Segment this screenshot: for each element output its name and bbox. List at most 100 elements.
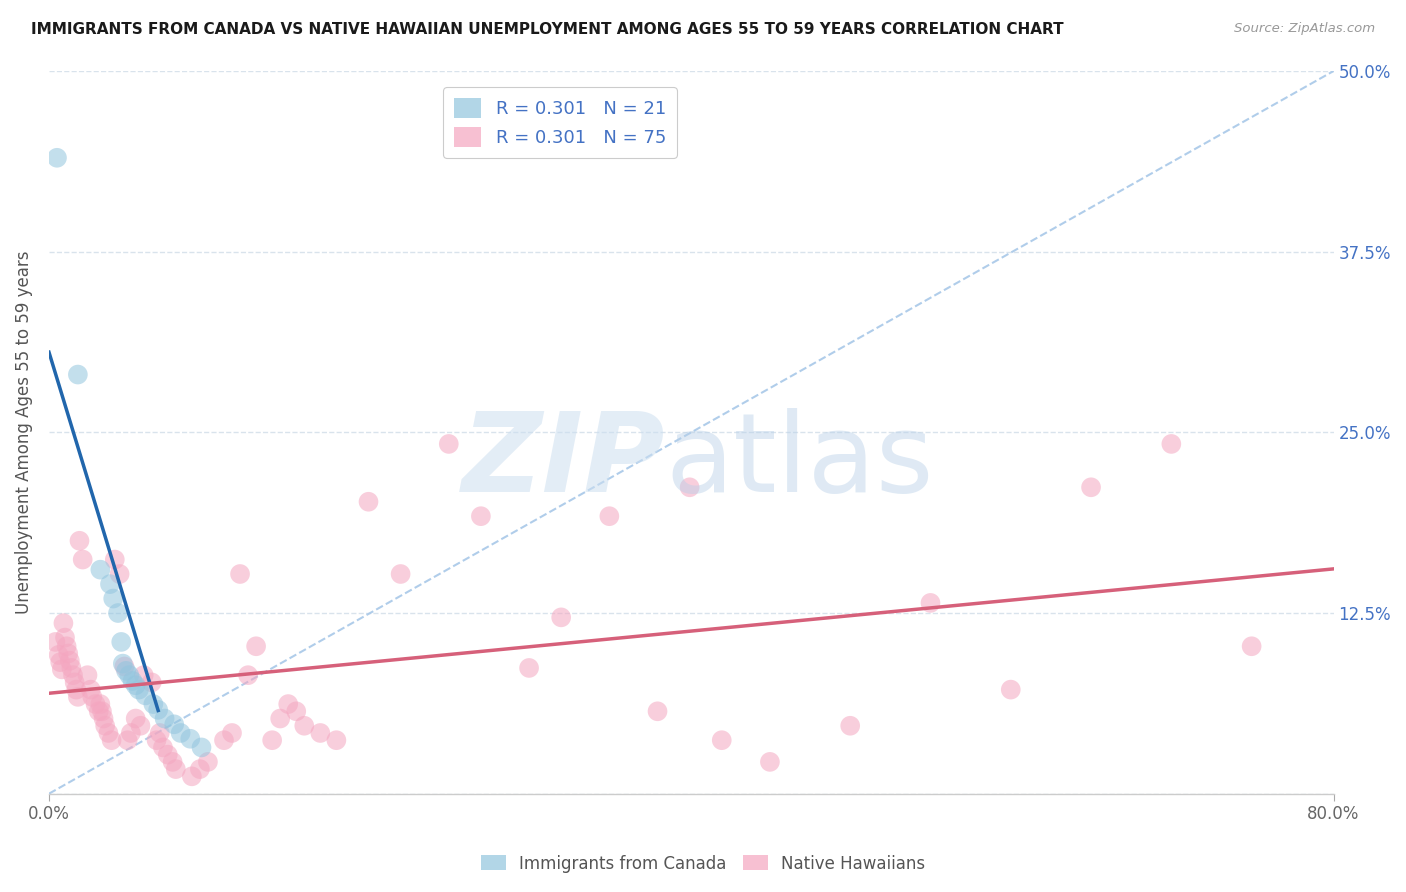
Point xyxy=(197,755,219,769)
Point xyxy=(58,647,80,661)
Point xyxy=(110,635,132,649)
Point xyxy=(103,591,125,606)
Point xyxy=(179,731,201,746)
Point xyxy=(759,755,782,769)
Point xyxy=(49,655,72,669)
Point xyxy=(647,704,669,718)
Point xyxy=(76,668,98,682)
Point xyxy=(118,668,141,682)
Point xyxy=(1240,640,1263,654)
Point xyxy=(108,566,131,581)
Point xyxy=(262,733,284,747)
Point xyxy=(145,733,167,747)
Point xyxy=(598,509,620,524)
Point xyxy=(710,733,733,747)
Point xyxy=(169,726,191,740)
Point xyxy=(1160,437,1182,451)
Point xyxy=(146,703,169,717)
Point xyxy=(470,509,492,524)
Point xyxy=(1080,480,1102,494)
Point xyxy=(129,719,152,733)
Point xyxy=(104,552,127,566)
Point xyxy=(93,712,115,726)
Point xyxy=(292,719,315,733)
Point xyxy=(60,661,83,675)
Point xyxy=(1000,682,1022,697)
Point xyxy=(82,690,104,704)
Point xyxy=(162,755,184,769)
Point xyxy=(212,733,235,747)
Point xyxy=(46,151,69,165)
Point xyxy=(190,740,212,755)
Point xyxy=(53,631,76,645)
Point xyxy=(165,762,187,776)
Point xyxy=(55,640,77,654)
Point xyxy=(63,675,86,690)
Point xyxy=(221,726,243,740)
Point xyxy=(163,717,186,731)
Point xyxy=(44,635,66,649)
Point xyxy=(389,566,412,581)
Point xyxy=(89,563,111,577)
Point xyxy=(285,704,308,718)
Text: ZIP: ZIP xyxy=(463,408,665,515)
Point xyxy=(152,740,174,755)
Point xyxy=(357,494,380,508)
Point xyxy=(84,697,107,711)
Point xyxy=(52,616,75,631)
Point xyxy=(80,682,103,697)
Point xyxy=(550,610,572,624)
Point xyxy=(128,682,150,697)
Point xyxy=(121,673,143,688)
Point xyxy=(142,697,165,711)
Legend: R = 0.301   N = 21, R = 0.301   N = 75: R = 0.301 N = 21, R = 0.301 N = 75 xyxy=(443,87,676,158)
Point xyxy=(89,697,111,711)
Point xyxy=(920,596,942,610)
Point xyxy=(91,704,114,718)
Point xyxy=(51,662,73,676)
Point xyxy=(132,668,155,682)
Point xyxy=(188,762,211,776)
Text: IMMIGRANTS FROM CANADA VS NATIVE HAWAIIAN UNEMPLOYMENT AMONG AGES 55 TO 59 YEARS: IMMIGRANTS FROM CANADA VS NATIVE HAWAIIA… xyxy=(31,22,1063,37)
Point xyxy=(277,697,299,711)
Point xyxy=(245,640,267,654)
Point xyxy=(229,566,252,581)
Point xyxy=(141,675,163,690)
Point xyxy=(236,668,259,682)
Point xyxy=(97,726,120,740)
Legend: Immigrants from Canada, Native Hawaiians: Immigrants from Canada, Native Hawaiians xyxy=(474,848,932,880)
Point xyxy=(111,657,134,671)
Point xyxy=(839,719,862,733)
Point xyxy=(153,712,176,726)
Point xyxy=(117,733,139,747)
Point xyxy=(325,733,347,747)
Point xyxy=(114,659,136,673)
Point xyxy=(48,648,70,662)
Point xyxy=(149,726,172,740)
Point xyxy=(309,726,332,740)
Point xyxy=(115,664,138,678)
Point xyxy=(66,690,89,704)
Point xyxy=(69,533,91,548)
Point xyxy=(87,704,110,718)
Point xyxy=(94,719,117,733)
Text: atlas: atlas xyxy=(665,408,934,515)
Point xyxy=(65,682,87,697)
Point xyxy=(156,747,179,762)
Point xyxy=(66,368,89,382)
Point xyxy=(269,712,291,726)
Y-axis label: Unemployment Among Ages 55 to 59 years: Unemployment Among Ages 55 to 59 years xyxy=(15,251,32,614)
Point xyxy=(517,661,540,675)
Point xyxy=(124,712,146,726)
Point xyxy=(107,606,129,620)
Point xyxy=(98,577,121,591)
Point xyxy=(120,726,142,740)
Point xyxy=(134,689,156,703)
Point xyxy=(124,678,146,692)
Point xyxy=(59,654,82,668)
Point xyxy=(437,437,460,451)
Point xyxy=(100,733,122,747)
Text: Source: ZipAtlas.com: Source: ZipAtlas.com xyxy=(1234,22,1375,36)
Point xyxy=(72,552,94,566)
Point xyxy=(678,480,700,494)
